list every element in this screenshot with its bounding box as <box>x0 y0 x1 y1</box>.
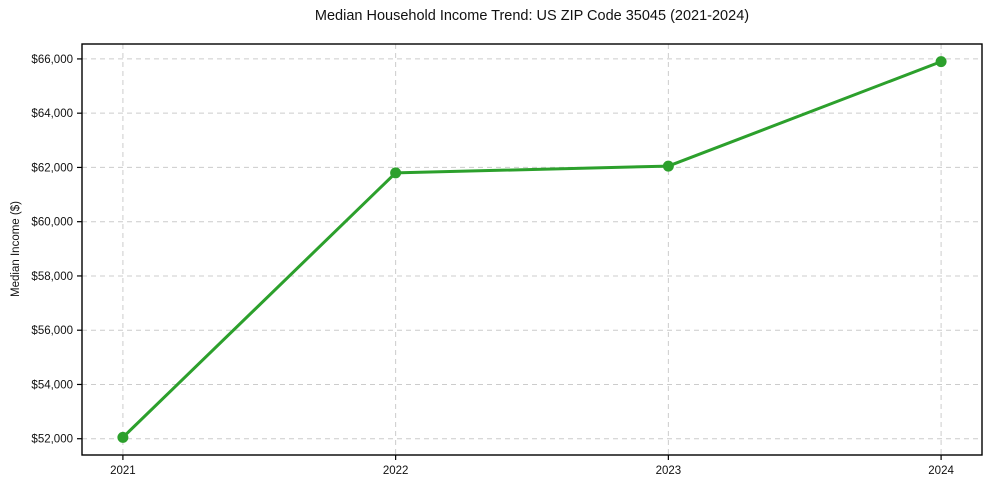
y-tick-label: $58,000 <box>31 271 73 283</box>
data-point-2021 <box>117 431 129 443</box>
x-tick-label: 2023 <box>656 465 682 477</box>
y-tick-label: $64,000 <box>31 108 73 120</box>
y-tick-label: $60,000 <box>31 217 73 229</box>
y-tick-label: $62,000 <box>31 162 73 174</box>
chart-title: Median Household Income Trend: US ZIP Co… <box>314 8 750 24</box>
x-tick-label: 2021 <box>110 465 136 477</box>
data-line <box>121 60 943 439</box>
y-tick-label: $56,000 <box>31 325 73 337</box>
plot-border <box>81 43 983 456</box>
data-point-2022 <box>390 167 402 179</box>
x-tick-label: 2022 <box>383 465 409 477</box>
x-tick-label: 2024 <box>928 465 954 477</box>
data-point-2023 <box>662 160 674 172</box>
y-tick-label: $52,000 <box>31 434 73 446</box>
data-point-2024 <box>935 56 947 68</box>
y-tick-label: $54,000 <box>31 379 73 391</box>
y-tick-label: $66,000 <box>31 54 73 66</box>
